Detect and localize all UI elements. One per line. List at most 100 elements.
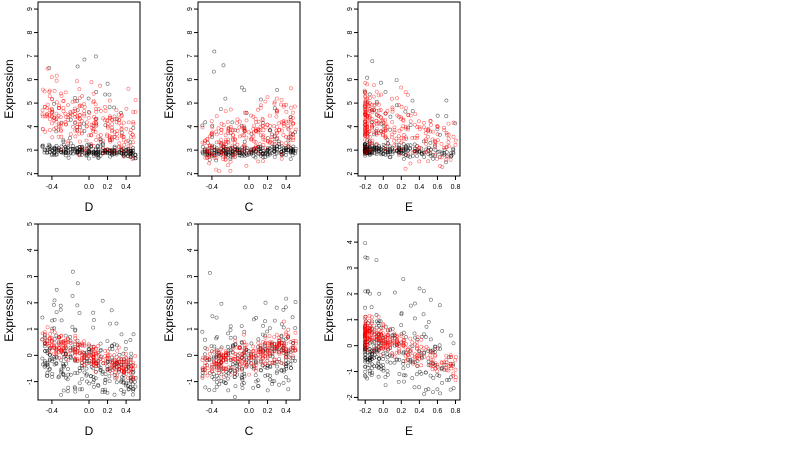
data-point <box>110 365 115 369</box>
data-point <box>114 355 119 360</box>
data-point <box>379 325 384 330</box>
data-point <box>378 319 383 324</box>
data-point <box>237 134 242 139</box>
data-point <box>224 360 229 365</box>
data-point <box>362 316 367 321</box>
data-point <box>286 351 291 355</box>
data-point <box>230 120 235 125</box>
data-point <box>73 371 77 375</box>
data-point <box>223 157 228 162</box>
data-point <box>372 83 376 88</box>
data-point <box>438 391 443 396</box>
data-point <box>365 336 370 341</box>
data-point <box>240 372 245 377</box>
data-point <box>431 376 436 380</box>
data-point <box>399 334 404 338</box>
data-point <box>376 321 381 326</box>
data-point <box>258 343 263 348</box>
data-point <box>203 337 207 342</box>
data-point <box>226 137 231 142</box>
data-point <box>59 121 64 126</box>
data-point <box>446 377 451 382</box>
data-point <box>248 361 253 366</box>
data-point <box>282 342 287 347</box>
data-point <box>224 351 228 355</box>
data-point <box>78 139 82 144</box>
data-point <box>58 307 63 312</box>
data-point <box>230 346 235 351</box>
data-point <box>59 333 64 338</box>
data-point <box>256 119 261 124</box>
data-point <box>256 145 261 149</box>
data-point <box>433 142 438 147</box>
data-point <box>94 121 99 126</box>
data-point <box>77 96 82 101</box>
data-point <box>223 157 228 162</box>
data-point <box>402 136 406 141</box>
data-point <box>367 318 372 323</box>
y-tick-label: 1 <box>347 318 354 322</box>
data-point <box>415 335 420 339</box>
data-point <box>275 88 280 92</box>
data-point <box>126 151 131 156</box>
data-point <box>52 317 57 322</box>
data-point <box>272 361 277 365</box>
data-point <box>216 351 221 356</box>
data-point <box>365 256 370 260</box>
data-point <box>399 140 404 145</box>
data-point <box>133 379 137 384</box>
data-point <box>52 89 57 93</box>
data-point <box>387 155 392 160</box>
data-point <box>217 382 222 387</box>
data-point <box>292 104 297 109</box>
data-point <box>279 128 284 133</box>
data-point <box>209 119 214 124</box>
data-point <box>103 105 107 109</box>
data-point <box>448 362 453 366</box>
data-point <box>91 91 96 96</box>
data-point <box>57 106 61 111</box>
data-point <box>428 129 433 134</box>
data-point <box>453 378 458 383</box>
data-point <box>122 149 126 154</box>
data-point <box>68 147 73 152</box>
data-point <box>374 127 379 132</box>
data-point <box>113 376 117 381</box>
data-point <box>221 375 226 380</box>
data-point <box>98 341 103 346</box>
data-point <box>410 353 415 358</box>
data-point <box>63 150 68 155</box>
data-point <box>282 124 286 128</box>
data-point <box>124 355 128 360</box>
data-point <box>399 311 404 316</box>
data-point <box>203 352 207 357</box>
data-point <box>288 131 293 136</box>
data-point <box>63 333 68 338</box>
data-point <box>209 369 214 374</box>
data-point <box>419 146 424 151</box>
data-point <box>405 347 410 352</box>
data-point <box>50 108 54 113</box>
data-point <box>370 138 375 143</box>
data-point <box>114 120 119 125</box>
x-tick-label: 0.0 <box>84 184 94 191</box>
y-tick-label: 5 <box>27 222 34 226</box>
data-point <box>431 156 436 161</box>
data-point <box>244 364 249 369</box>
data-point <box>390 132 394 137</box>
data-point <box>283 347 288 352</box>
data-point <box>131 146 136 151</box>
data-point <box>228 328 233 332</box>
data-point <box>92 384 96 389</box>
data-point <box>105 390 110 395</box>
data-point <box>226 163 230 168</box>
data-point <box>370 149 375 154</box>
data-point <box>433 148 438 153</box>
data-point <box>41 143 45 148</box>
data-point <box>276 342 281 347</box>
data-point <box>428 297 433 302</box>
data-point <box>117 352 122 357</box>
data-point <box>230 146 235 151</box>
data-point <box>113 148 117 153</box>
